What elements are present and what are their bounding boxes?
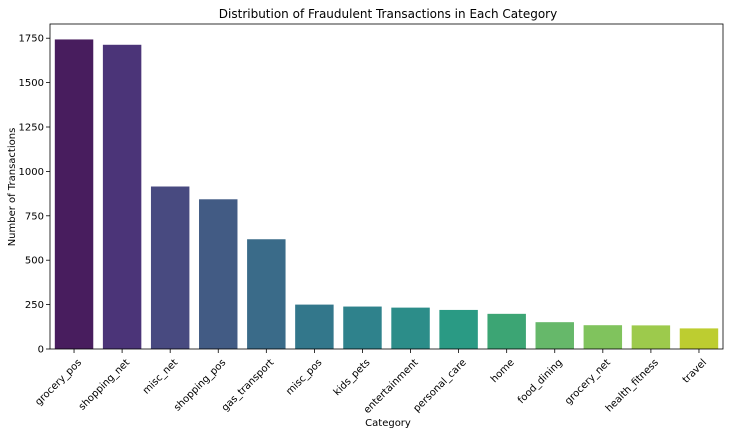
x-axis-label: Category xyxy=(365,418,411,429)
y-tick-label: 1500 xyxy=(19,78,44,89)
y-tick-label: 750 xyxy=(25,211,44,222)
bar-travel xyxy=(679,328,719,349)
y-tick-label: 500 xyxy=(25,256,44,267)
x-tick-label: food_dining xyxy=(516,357,565,406)
bar-home xyxy=(487,313,526,349)
x-tick-label: misc_net xyxy=(141,357,180,396)
bar-shopping-net xyxy=(102,44,142,349)
y-tick-label: 1750 xyxy=(19,34,44,45)
chart-title: Distribution of Fraudulent Transactions … xyxy=(219,7,557,21)
x-tick-label: grocery_pos xyxy=(33,357,84,408)
bar-health-fitness xyxy=(631,325,671,349)
bar-grocery-pos xyxy=(54,39,94,349)
x-tick-label: health_fitness xyxy=(604,357,661,414)
y-tick-label: 250 xyxy=(25,300,44,311)
x-tick-label: shopping_net xyxy=(77,357,132,412)
bar-gas-transport xyxy=(247,239,286,349)
bar-misc-pos xyxy=(295,304,334,349)
bar-personal-care xyxy=(439,309,478,349)
bar-grocery-net xyxy=(583,325,623,349)
bar-kids-pets xyxy=(343,306,382,349)
bar-food-dining xyxy=(535,322,574,349)
x-tick-label: travel xyxy=(681,357,709,385)
x-tick-label: home xyxy=(489,357,517,385)
x-tick-label: kids_pets xyxy=(332,357,373,398)
y-tick-label: 1250 xyxy=(19,123,44,134)
x-tick-label: grocery_net xyxy=(563,357,613,407)
x-tick-label: misc_pos xyxy=(284,357,324,397)
bar-misc-net xyxy=(150,186,190,349)
y-tick-label: 0 xyxy=(38,345,44,356)
x-tick-label: gas_transport xyxy=(220,357,277,414)
y-axis-ticks: 0 250 500 750 1000 1250 1500 1750 xyxy=(19,34,50,356)
bars-group xyxy=(54,39,719,349)
plot-frame xyxy=(49,23,724,350)
x-tick-label: personal_care xyxy=(412,357,469,414)
bar-entertainment xyxy=(391,307,430,349)
bar-shopping-pos xyxy=(199,199,238,349)
y-axis-label: Number of Transactions xyxy=(7,128,18,247)
y-tick-label: 1000 xyxy=(19,167,44,178)
